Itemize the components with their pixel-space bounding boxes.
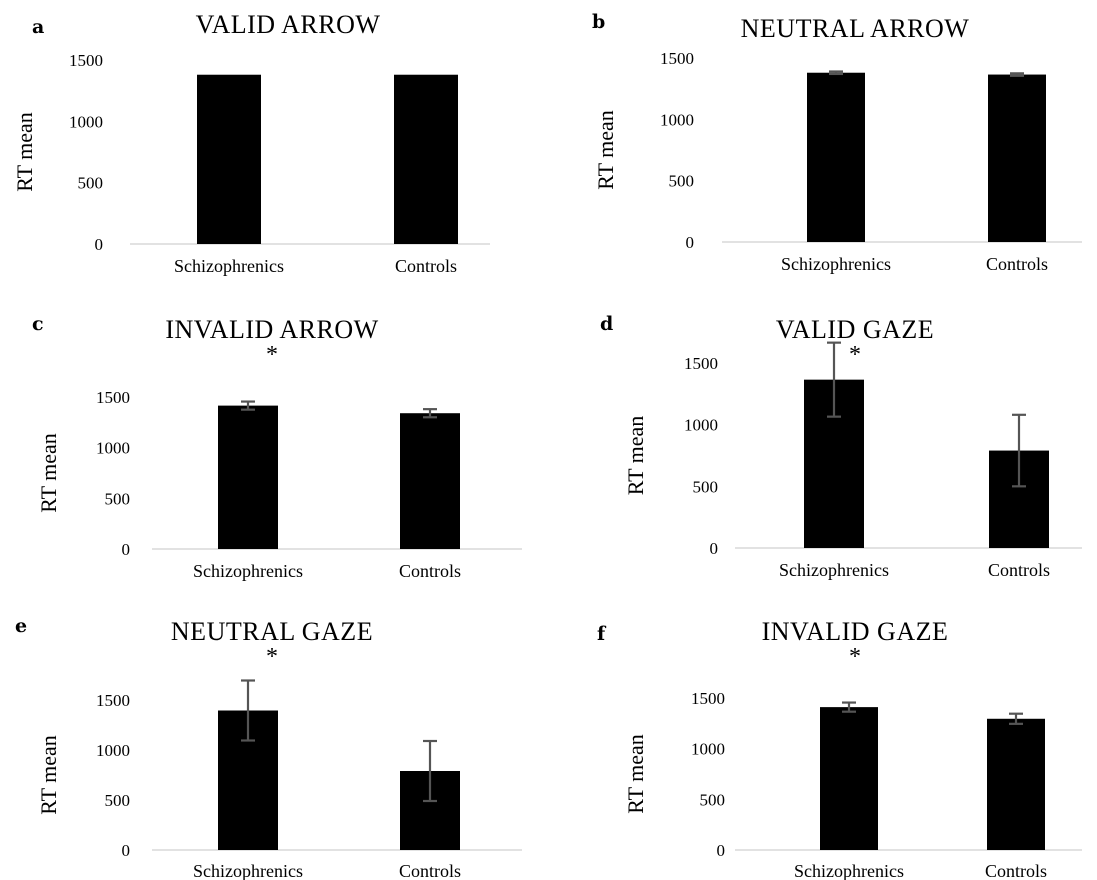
y-tick-label: 1500 <box>69 51 103 70</box>
y-tick-label: 0 <box>686 233 695 252</box>
bar-schizophrenics <box>197 74 261 244</box>
y-tick-label: 0 <box>95 235 104 254</box>
error-bar <box>842 701 856 713</box>
x-tick-label: Controls <box>399 861 461 880</box>
x-tick-label: Schizophrenics <box>779 560 889 580</box>
y-axis-label: RT mean <box>623 416 648 496</box>
panel-letter: f <box>597 623 607 645</box>
bar-controls <box>987 718 1045 850</box>
x-tick-label: Controls <box>986 254 1048 274</box>
chart-title: NEUTRAL GAZE <box>171 617 373 646</box>
y-tick-label: 500 <box>700 790 726 809</box>
panel-letter: d <box>600 313 613 335</box>
x-tick-label: Schizophrenics <box>174 256 284 276</box>
chart-title: NEUTRAL ARROW <box>741 14 970 43</box>
y-tick-label: 500 <box>105 791 131 810</box>
x-tick-label: Controls <box>985 861 1047 880</box>
bar-schizophrenics <box>820 707 878 850</box>
significance-marker: * <box>266 644 278 670</box>
error-bar <box>241 679 255 742</box>
error-bar <box>423 408 437 419</box>
y-tick-label: 1000 <box>96 741 130 760</box>
x-tick-label: Schizophrenics <box>193 561 303 581</box>
x-tick-label: Schizophrenics <box>781 254 891 274</box>
chart-panel-e: e NEUTRAL GAZE* RT mean 0 500 1000 1500 Schizop… <box>15 615 522 880</box>
x-tick-label: Controls <box>395 256 457 276</box>
y-tick-label: 1500 <box>684 354 718 373</box>
x-tick-label: Schizophrenics <box>193 861 303 880</box>
error-bar <box>241 400 255 411</box>
y-tick-label: 1500 <box>660 49 694 68</box>
panel-letter: c <box>32 313 44 335</box>
chart-title: INVALID GAZE <box>762 617 949 646</box>
y-tick-label: 500 <box>669 172 695 191</box>
significance-marker: * <box>849 644 861 670</box>
bar-controls <box>988 74 1046 242</box>
y-tick-label: 500 <box>693 477 719 496</box>
y-axis-label: RT mean <box>12 112 37 192</box>
chart-panel-f: f INVALID GAZE* RT mean 0 500 1000 1500 Schizop… <box>597 617 1082 880</box>
significance-marker: * <box>266 342 278 368</box>
y-tick-label: 0 <box>717 841 726 860</box>
significance-marker: * <box>849 342 861 368</box>
error-bar <box>1009 712 1023 725</box>
y-tick-label: 1000 <box>660 110 694 129</box>
y-tick-label: 1000 <box>684 416 718 435</box>
x-tick-label: Schizophrenics <box>794 861 904 880</box>
chart-title: VALID ARROW <box>196 10 381 39</box>
y-axis-label: RT mean <box>593 110 618 190</box>
y-tick-label: 1000 <box>69 112 103 131</box>
error-bar <box>829 70 843 76</box>
y-tick-label: 500 <box>105 489 131 508</box>
chart-title: INVALID ARROW <box>165 315 378 344</box>
panel-letter: b <box>592 11 605 33</box>
bar-schizophrenics <box>807 72 865 242</box>
y-tick-label: 1000 <box>691 740 725 759</box>
y-axis-label: RT mean <box>36 735 61 815</box>
x-tick-label: Controls <box>399 561 461 581</box>
y-tick-label: 1500 <box>96 388 130 407</box>
y-tick-label: 0 <box>710 539 719 558</box>
chart-panel-b: b NEUTRAL ARROW RT mean 0 500 1000 1500 Schizop… <box>592 11 1082 274</box>
chart-panel-c: c INVALID ARROW* RT mean 0 500 1000 1500 Schizo… <box>32 313 522 581</box>
panel-letter: e <box>15 615 27 637</box>
y-tick-label: 0 <box>122 540 131 559</box>
bar-schizophrenics <box>218 405 278 549</box>
y-tick-label: 1500 <box>96 691 130 710</box>
panel-letter: a <box>32 16 44 38</box>
error-bar <box>827 341 841 418</box>
chart-panel-d: d VALID GAZE* RT mean 0 500 1000 1500 Schizophr… <box>600 313 1082 580</box>
x-tick-label: Controls <box>988 560 1050 580</box>
chart-panel-a: a VALID ARROW RT mean 0 500 1000 1500 Schizophr… <box>12 10 490 276</box>
y-tick-label: 0 <box>122 841 131 860</box>
y-tick-label: 1000 <box>96 439 130 458</box>
error-bar <box>423 739 437 803</box>
bar-controls <box>400 413 460 549</box>
error-bar <box>1010 72 1024 77</box>
chart-title: VALID GAZE <box>776 315 934 344</box>
y-tick-label: 1500 <box>691 689 725 708</box>
error-bar <box>1012 413 1026 488</box>
y-axis-label: RT mean <box>623 734 648 814</box>
bar-controls <box>394 74 458 244</box>
y-axis-label: RT mean <box>36 433 61 513</box>
y-tick-label: 500 <box>78 174 104 193</box>
